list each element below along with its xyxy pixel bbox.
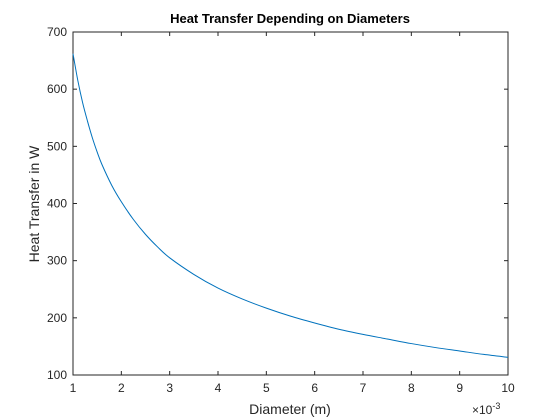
x-tick-label: 5	[263, 381, 270, 395]
series-line	[72, 53, 509, 358]
x-axis-label: Diameter (m)	[249, 401, 331, 417]
x-axis-exponent: ×10-3	[472, 401, 500, 417]
x-tick-label: 3	[166, 381, 173, 395]
x-axis-ticks: 1 2 3 4 5 6 7 8 9 10	[70, 32, 515, 395]
x-axis-exponent-base: ×10	[472, 403, 493, 417]
y-tick-label: 600	[47, 82, 67, 96]
x-tick-label: 7	[360, 381, 367, 395]
x-tick-label: 4	[215, 381, 222, 395]
y-axis-label: Heat Transfer in W	[26, 145, 42, 262]
plot-area	[72, 31, 509, 376]
y-tick-label: 100	[47, 368, 67, 382]
x-tick-label: 2	[118, 381, 125, 395]
x-tick-label: 9	[456, 381, 463, 395]
x-tick-label: 10	[501, 381, 515, 395]
chart-title: Heat Transfer Depending on Diameters	[170, 11, 410, 26]
x-tick-label: 1	[70, 381, 77, 395]
x-tick-label: 6	[311, 381, 318, 395]
x-axis-exponent-power: -3	[492, 401, 500, 411]
y-tick-label: 500	[47, 139, 67, 153]
x-tick-label: 8	[408, 381, 415, 395]
y-axis-ticks: 100 200 300 400 500 600 700	[47, 25, 508, 382]
y-tick-label: 700	[47, 25, 67, 39]
y-tick-label: 200	[47, 311, 67, 325]
y-tick-label: 300	[47, 254, 67, 268]
y-tick-label: 400	[47, 197, 67, 211]
